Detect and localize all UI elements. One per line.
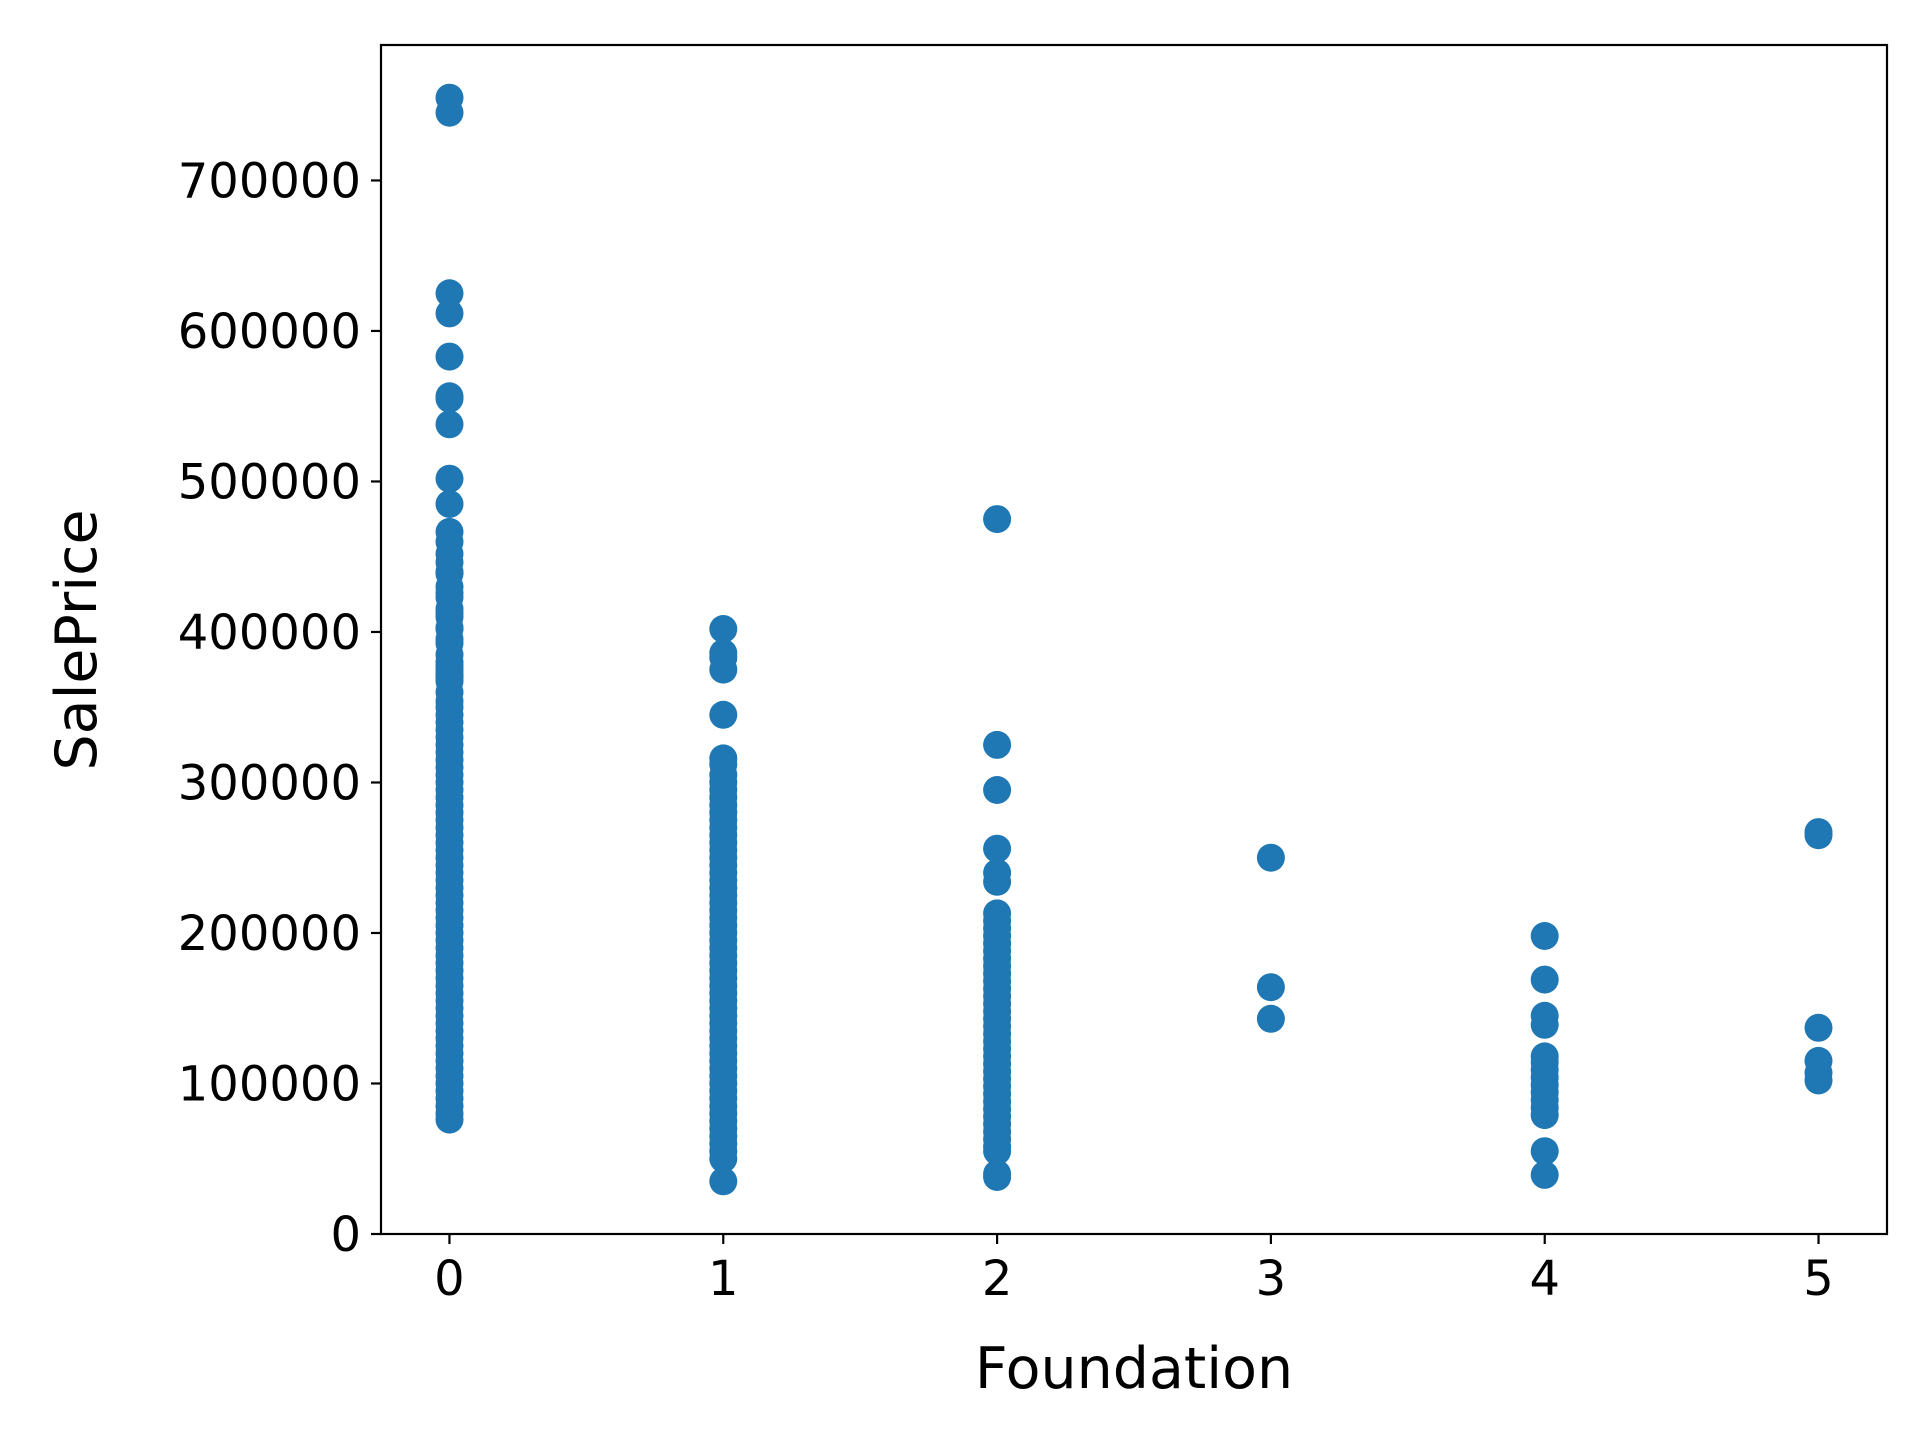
data-point: [435, 384, 464, 413]
data-point: [435, 410, 464, 439]
data-point: [435, 299, 464, 328]
y-tick-label: 100000: [178, 1056, 361, 1112]
data-point: [1530, 1010, 1559, 1039]
data-point: [1530, 965, 1559, 994]
x-tick-label: 3: [1256, 1251, 1287, 1307]
data-point: [1530, 1160, 1559, 1189]
data-point: [1804, 821, 1833, 850]
data-point: [1530, 922, 1559, 950]
data-point: [983, 834, 1012, 863]
data-point: [983, 505, 1012, 534]
data-point: [435, 464, 464, 493]
x-axis: 0 1 2 3 4 5: [434, 1234, 1834, 1307]
y-tick-label: 700000: [178, 153, 361, 209]
y-tick-label: 0: [330, 1207, 361, 1263]
y-tick-label: 400000: [178, 605, 361, 661]
data-point: [709, 1144, 738, 1173]
x-tick-label: 0: [434, 1251, 465, 1307]
data-point: [435, 279, 464, 308]
data-point: [709, 1167, 738, 1196]
data-point: [1256, 843, 1285, 872]
data-point: [709, 615, 738, 643]
x-tick-label: 4: [1529, 1251, 1560, 1307]
data-point: [709, 700, 738, 729]
data-points: [435, 83, 1833, 1196]
data-point: [435, 98, 464, 127]
data-point: [435, 490, 464, 518]
y-tick-label: 300000: [178, 755, 361, 811]
y-tick-label: 600000: [178, 304, 361, 360]
data-point: [1804, 1013, 1833, 1042]
data-point: [709, 655, 738, 684]
y-axis: 0 100000 200000 300000 400000 500000 600000 700…: [178, 153, 381, 1263]
data-point: [435, 1105, 464, 1134]
data-point: [983, 1163, 1012, 1191]
x-tick-label: 5: [1803, 1251, 1834, 1307]
y-tick-label: 500000: [178, 454, 361, 510]
data-point: [1256, 1004, 1285, 1033]
x-tick-label: 1: [708, 1251, 739, 1307]
data-point: [983, 776, 1012, 804]
data-point: [1530, 1137, 1559, 1166]
x-tick-label: 2: [982, 1251, 1013, 1307]
data-point: [1530, 1101, 1559, 1130]
y-tick-label: 200000: [178, 906, 361, 962]
data-point: [1256, 973, 1285, 1002]
data-point: [983, 1137, 1012, 1166]
data-point: [983, 730, 1012, 759]
y-axis-title: SalePrice: [44, 509, 110, 770]
x-axis-title: Foundation: [975, 1336, 1293, 1402]
data-point: [983, 867, 1012, 896]
data-point: [435, 342, 464, 371]
data-point: [1804, 1066, 1833, 1095]
plot-frame: [379, 43, 1889, 1236]
